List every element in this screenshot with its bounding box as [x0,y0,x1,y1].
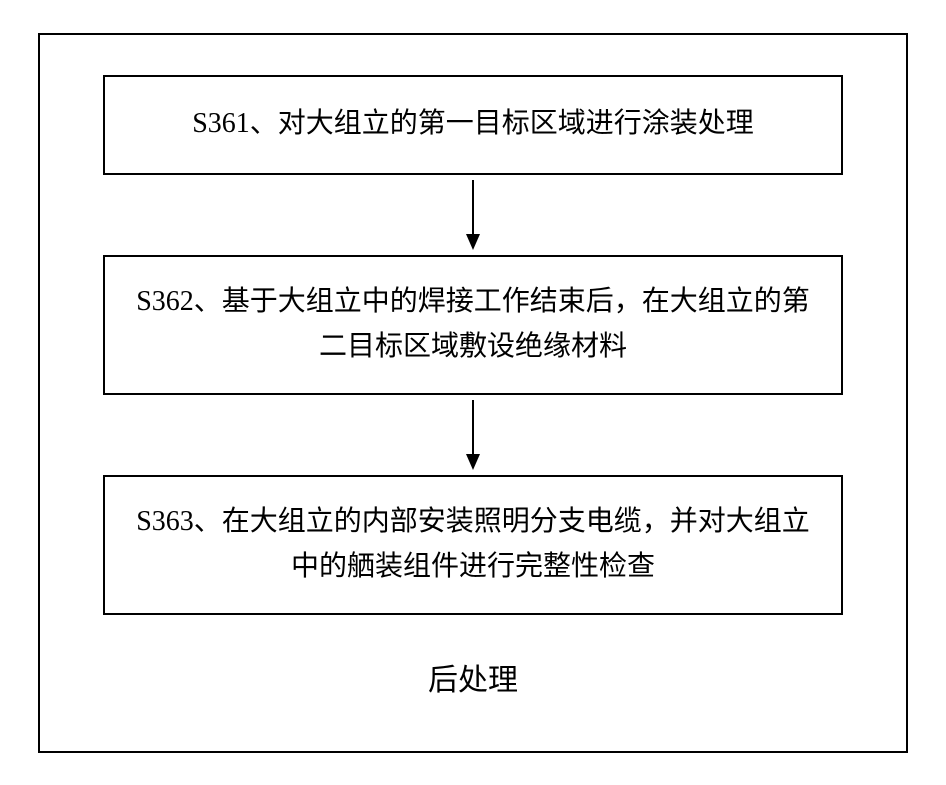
arrow-2 [463,395,483,475]
step-text-s363: S363、在大组立的内部安装照明分支电缆，并对大组立中的舾装组件进行完整性检查 [135,500,811,590]
step-text-s362: S362、基于大组立中的焊接工作结束后，在大组立的第二目标区域敷设绝缘材料 [135,280,811,370]
arrow-1 [463,175,483,255]
arrow-down-icon [463,180,483,250]
step-box-s362: S362、基于大组立中的焊接工作结束后，在大组立的第二目标区域敷设绝缘材料 [103,255,843,395]
step-text-s361: S361、对大组立的第一目标区域进行涂装处理 [192,102,754,147]
footer-label: 后处理 [428,655,518,699]
arrow-down-icon [463,400,483,470]
step-box-s363: S363、在大组立的内部安装照明分支电缆，并对大组立中的舾装组件进行完整性检查 [103,475,843,615]
step-box-s361: S361、对大组立的第一目标区域进行涂装处理 [103,75,843,175]
flowchart-frame: S361、对大组立的第一目标区域进行涂装处理 S362、基于大组立中的焊接工作结… [38,33,908,753]
